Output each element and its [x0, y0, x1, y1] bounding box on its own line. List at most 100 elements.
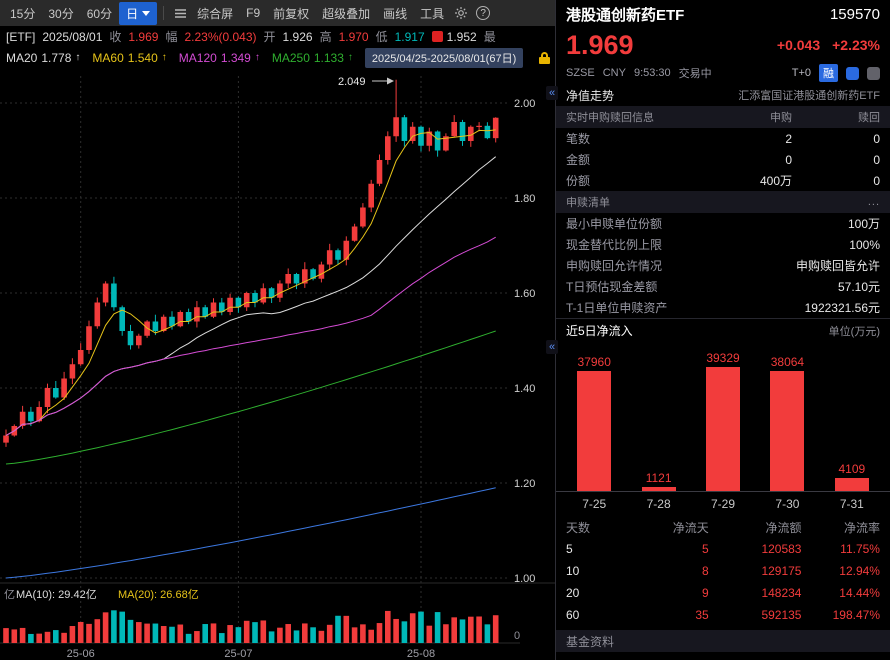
- feature-icon-blue[interactable]: [846, 66, 859, 80]
- flow-col-amount: 净流额: [765, 520, 802, 535]
- y-axis-label: 1.00: [514, 573, 535, 585]
- collapse-panel-icon[interactable]: «: [546, 86, 558, 100]
- ma-label: MA250: [271, 50, 310, 65]
- settings-gear-icon[interactable]: [451, 3, 471, 23]
- exchange-label: SZSE: [566, 67, 595, 79]
- subscription-header: 实时申购赎回信息 申购 赎回: [556, 106, 890, 128]
- pcf-value: 57.10元: [837, 280, 880, 294]
- subscribe-column-header: 申购: [770, 112, 792, 124]
- subscription-row: 份额 400万 0: [556, 170, 890, 191]
- net-inflow-unit: 单位(万元): [828, 325, 880, 338]
- high-label: 高: [319, 30, 332, 44]
- ma-value: 1.540: [127, 50, 158, 65]
- lock-icon[interactable]: [539, 51, 551, 64]
- nav-row: 净值走势 汇添富国证港股通创新药ETF: [556, 84, 890, 106]
- pcf-value: 100万: [847, 217, 880, 231]
- ma-value: 1.778: [41, 50, 72, 65]
- pcf-row: 最小申赎单位份额 100万: [556, 213, 890, 234]
- quote-panel: 港股通创新药ETF 159570 1.969 +0.043 +2.23% SZS…: [555, 0, 890, 660]
- open-label: 开: [263, 30, 276, 44]
- volume-zero-label: 0: [514, 630, 520, 642]
- ma250-indicator: MA250 1.133 ↑: [272, 51, 353, 65]
- chart-toolbar: 15分 30分 60分 日 综合屏 F9 前复权 超级叠加 画线 工具: [0, 0, 555, 26]
- nav-trend-link[interactable]: 净值走势: [566, 88, 615, 103]
- flow-table-cell: 10: [566, 564, 580, 578]
- high-value: 1.970: [338, 29, 369, 44]
- change-label: 幅: [165, 30, 178, 44]
- feature-icon-gray[interactable]: [867, 66, 880, 80]
- pcf-header: 申赎清单 ...: [556, 191, 890, 213]
- chart-section: 15分 30分 60分 日 综合屏 F9 前复权 超级叠加 画线 工具: [0, 0, 555, 660]
- t0-badge: T+0: [791, 67, 811, 79]
- chevron-down-icon: [142, 10, 151, 16]
- subscription-cell: 0: [785, 152, 792, 167]
- low-value: 1.917: [394, 29, 425, 44]
- redeem-column-header: 赎回: [858, 112, 880, 124]
- pcf-label: 申购赎回允许情况: [566, 259, 663, 273]
- fund-info-title: 基金资料: [566, 634, 615, 649]
- ma60-indicator: MA60 1.540 ↑: [92, 51, 166, 65]
- flow-table-cell: 5: [566, 542, 573, 556]
- flow-col-netdays: 净流天: [672, 520, 709, 535]
- pcf-more-button[interactable]: ...: [867, 196, 880, 208]
- period-30min-button[interactable]: 30分: [48, 6, 74, 21]
- forward-adjust-button[interactable]: 前复权: [273, 6, 310, 21]
- flow-col-days: 天数: [566, 520, 591, 535]
- flow-table-row: 5 5 120583 11.75%: [556, 538, 890, 560]
- flow-bar-category: 7-31: [839, 497, 864, 511]
- collapse-panel-icon[interactable]: «: [546, 340, 558, 354]
- flow-table-cell: 129175: [761, 564, 802, 578]
- flow-table-cell: 148234: [761, 586, 802, 600]
- flow-table-cell: 20: [566, 586, 580, 600]
- ma120-indicator: MA120 1.349 ↑: [179, 51, 260, 65]
- ma-label: MA60: [92, 50, 124, 65]
- open-value: 1.926: [282, 29, 313, 44]
- pcf-row: 申购赎回允许情况 申购赎回皆允许: [556, 255, 890, 276]
- period-15min-button[interactable]: 15分: [10, 6, 36, 21]
- flow-bar-value: 1121: [645, 471, 672, 485]
- y-axis-label: 2.00: [514, 98, 535, 110]
- subscription-cell: 0: [873, 152, 880, 167]
- draw-line-button[interactable]: 画线: [383, 6, 408, 21]
- composite-screen-button[interactable]: 综合屏: [197, 6, 234, 21]
- flow-bar: [706, 367, 741, 491]
- flow-table-cell: 11.75%: [840, 542, 880, 556]
- pcf-row: 现金替代比例上限 100%: [556, 234, 890, 255]
- instrument-tag: [ETF]: [6, 29, 36, 44]
- flow-bar-column: 39329: [691, 351, 755, 491]
- flow-table-row: 60 35 592135 198.47%: [556, 604, 890, 626]
- pcf-value: 申购赎回皆允许: [795, 259, 880, 273]
- net-inflow-categories: 7-25 7-28 7-29 7-30 7-31: [556, 492, 890, 516]
- net-inflow-title: 近5日净流入: [566, 324, 633, 338]
- pcf-rows: 最小申赎单位份额 100万 现金替代比例上限 100% 申购赎回允许情况 申购赎回皆允许 T…: [556, 213, 890, 318]
- period-60min-button[interactable]: 60分: [86, 6, 113, 21]
- flow-bar-value: 38064: [770, 355, 805, 369]
- pcf-value: 100%: [849, 237, 880, 252]
- ma20-indicator: MA20 1.778 ↑: [6, 51, 80, 65]
- fund-info-section-header[interactable]: 基金资料: [556, 630, 890, 652]
- change-percent: +2.23%: [832, 37, 880, 53]
- subscription-cell: 份额: [566, 174, 591, 188]
- help-icon[interactable]: ?: [476, 6, 491, 20]
- fund-full-name: 汇添富国证港股通创新药ETF: [738, 90, 880, 102]
- flow-table-rows: 5 5 120583 11.75% 10 8 129175 12.94% 20 9 148234 14…: [556, 538, 890, 626]
- flow-bar-column: 4109: [820, 462, 884, 491]
- period-daily-button[interactable]: 日: [119, 1, 158, 25]
- flow-table-cell: 8: [702, 564, 709, 578]
- y-axis-label: 1.20: [514, 478, 535, 490]
- flow-table-row: 10 8 129175 12.94%: [556, 560, 890, 582]
- tools-button[interactable]: 工具: [420, 6, 445, 21]
- layout-icon[interactable]: [170, 3, 190, 23]
- super-overlay-button[interactable]: 超级叠加: [322, 6, 371, 21]
- flow-bar-category: 7-25: [582, 497, 607, 511]
- change-value: 2.23%(0.043): [184, 29, 257, 44]
- ma-value: 1.349: [220, 50, 251, 65]
- f9-button[interactable]: F9: [246, 6, 261, 20]
- pcf-label: T日预估现金差额: [566, 280, 658, 294]
- candlestick-chart[interactable]: 2.00 1.80 1.60 1.40 1.20 1.00 25-06 25-07 25-08 2…: [0, 68, 555, 660]
- x-axis-label: 25-08: [407, 648, 435, 660]
- toolbar-divider: [163, 6, 165, 20]
- quote-date: 2025/08/01: [42, 29, 103, 44]
